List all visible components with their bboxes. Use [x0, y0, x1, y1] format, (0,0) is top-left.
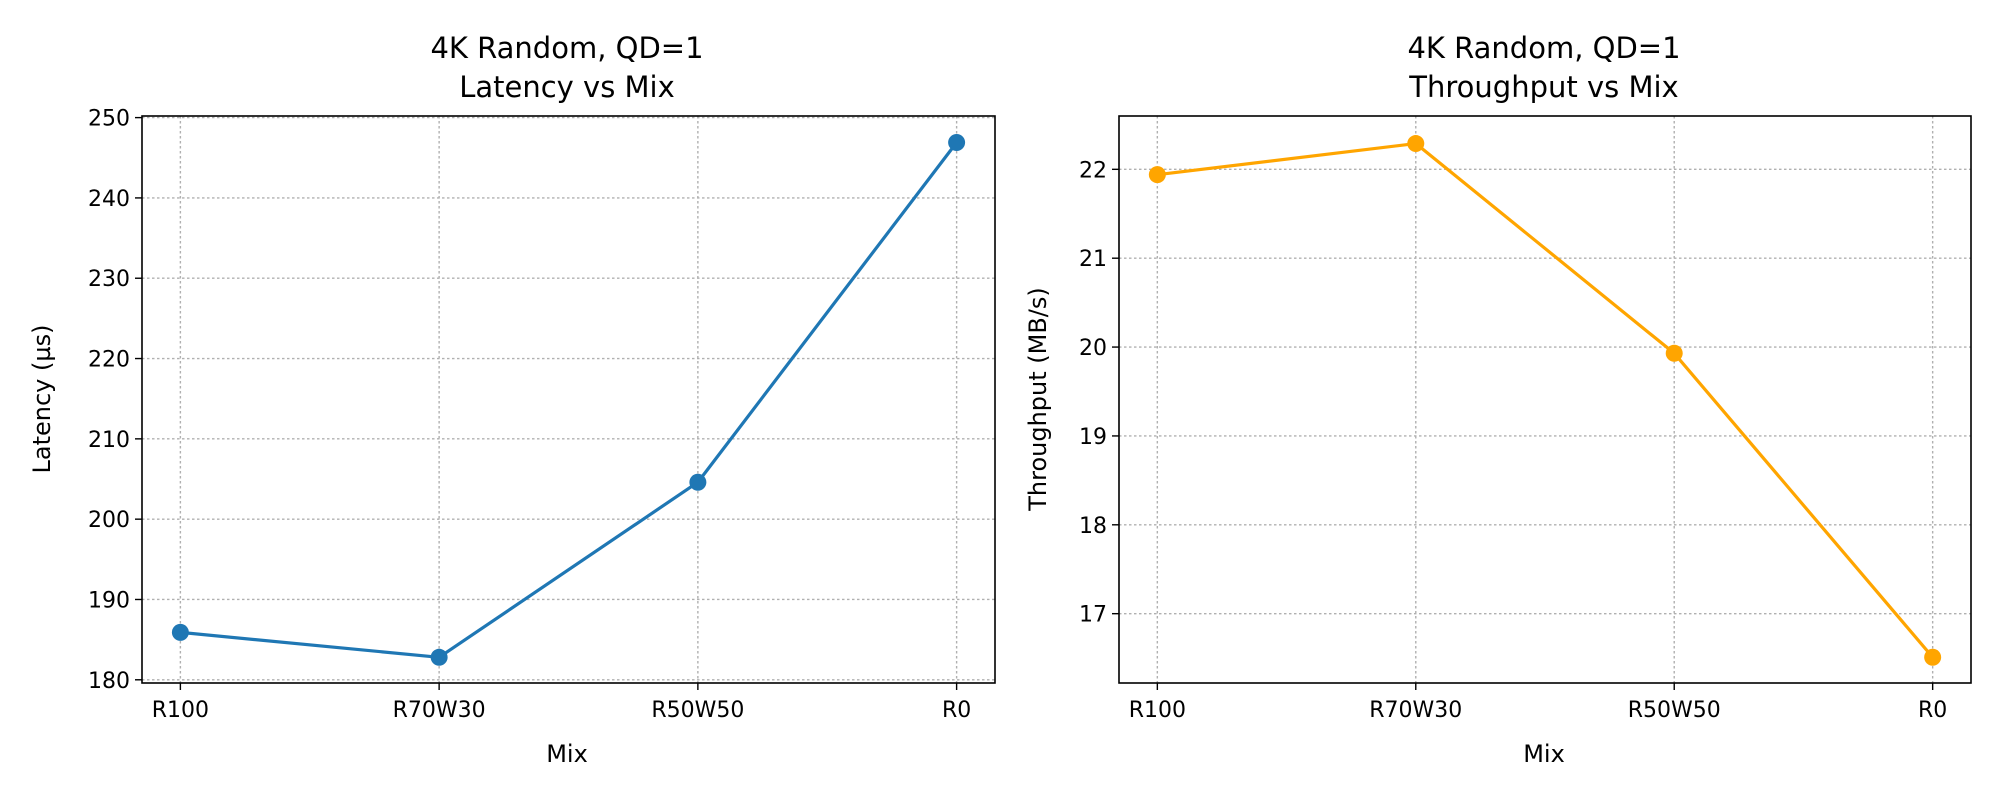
latency-y-axis-label: Latency (µs) — [28, 325, 56, 474]
throughput-chart-title-line1: 4K Random, QD=1 — [1407, 31, 1680, 65]
latency-y-tick-label: 220 — [88, 348, 130, 373]
throughput-chart-title-line2: Throughput vs Mix — [1408, 70, 1678, 104]
latency-x-tick-label: R0 — [942, 698, 971, 723]
latency-y-tick-label: 200 — [88, 508, 130, 533]
latency-series-line — [180, 141, 958, 659]
latency-data-point — [171, 623, 189, 641]
latency-chart-title-line2: Latency vs Mix — [459, 70, 675, 104]
throughput-y-tick-label: 21 — [1079, 247, 1107, 272]
latency-data-point — [430, 648, 448, 666]
throughput-data-point — [1924, 648, 1942, 666]
latency-y-tick-label: 230 — [88, 267, 130, 292]
throughput-x-axis-label: Mix — [1523, 740, 1565, 768]
latency-y-tick-label: 190 — [88, 588, 130, 613]
throughput-y-tick-label: 20 — [1079, 336, 1107, 361]
latency-chart: 4K Random, QD=1 Latency vs Mix Mix Laten… — [28, 31, 996, 768]
latency-x-tick-label: R70W30 — [393, 698, 486, 723]
throughput-y-axis-label: Throughput (MB/s) — [1024, 287, 1052, 512]
latency-x-axis-label: Mix — [546, 740, 588, 768]
throughput-data-point — [1665, 344, 1683, 362]
throughput-y-tick-label: 19 — [1079, 425, 1107, 450]
throughput-x-tick-label: R70W30 — [1369, 698, 1462, 723]
throughput-series-line — [1157, 141, 1934, 659]
latency-y-tick-label: 250 — [88, 107, 130, 132]
latency-plot-frame — [141, 115, 996, 684]
latency-y-tick-label: 180 — [88, 669, 130, 694]
latency-data-point — [948, 134, 966, 152]
latency-y-tick-label: 240 — [88, 187, 130, 212]
throughput-data-point — [1148, 166, 1166, 184]
throughput-plot-frame — [1118, 115, 1972, 684]
latency-y-tick-label: 210 — [88, 428, 130, 453]
throughput-y-tick-label: 22 — [1079, 158, 1107, 183]
throughput-y-tick-label: 17 — [1079, 603, 1107, 628]
throughput-data-point — [1407, 135, 1425, 153]
throughput-chart: 4K Random, QD=1 Throughput vs Mix Mix Th… — [1024, 31, 1972, 768]
latency-x-tick-label: R50W50 — [651, 698, 744, 723]
latency-x-tick-label: R100 — [152, 698, 209, 723]
throughput-x-tick-label: R50W50 — [1628, 698, 1721, 723]
throughput-x-tick-label: R0 — [1918, 698, 1947, 723]
latency-chart-title-line1: 4K Random, QD=1 — [430, 31, 703, 65]
throughput-y-tick-label: 18 — [1079, 514, 1107, 539]
throughput-x-tick-label: R100 — [1129, 698, 1186, 723]
latency-data-point — [689, 473, 707, 491]
